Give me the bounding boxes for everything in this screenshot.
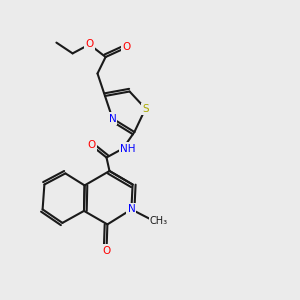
Text: NH: NH xyxy=(120,143,135,154)
Text: O: O xyxy=(102,245,111,256)
Text: O: O xyxy=(122,42,131,52)
Text: O: O xyxy=(87,140,96,151)
Text: N: N xyxy=(109,113,116,124)
Text: S: S xyxy=(142,103,149,114)
Text: N: N xyxy=(128,204,135,214)
Text: O: O xyxy=(85,39,94,50)
Text: CH₃: CH₃ xyxy=(150,215,168,226)
